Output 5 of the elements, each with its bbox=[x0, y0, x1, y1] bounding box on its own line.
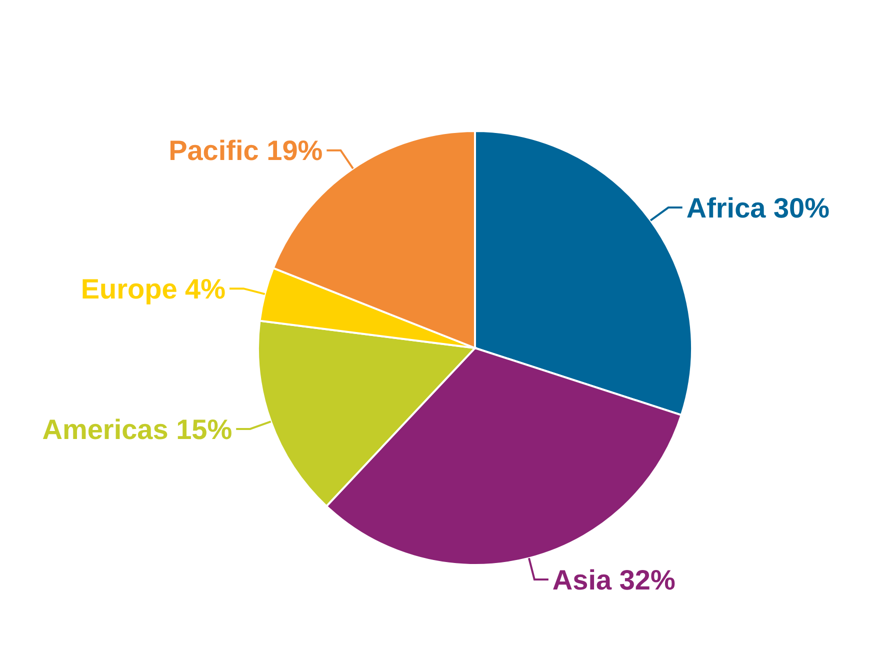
slice-label: Pacific 19% bbox=[168, 135, 323, 166]
slice-label: Asia 32% bbox=[552, 564, 676, 596]
slice-label: Europe 4% bbox=[80, 273, 226, 304]
slice-label: Americas 15% bbox=[42, 414, 232, 445]
slice-label: Africa 30% bbox=[686, 192, 830, 224]
